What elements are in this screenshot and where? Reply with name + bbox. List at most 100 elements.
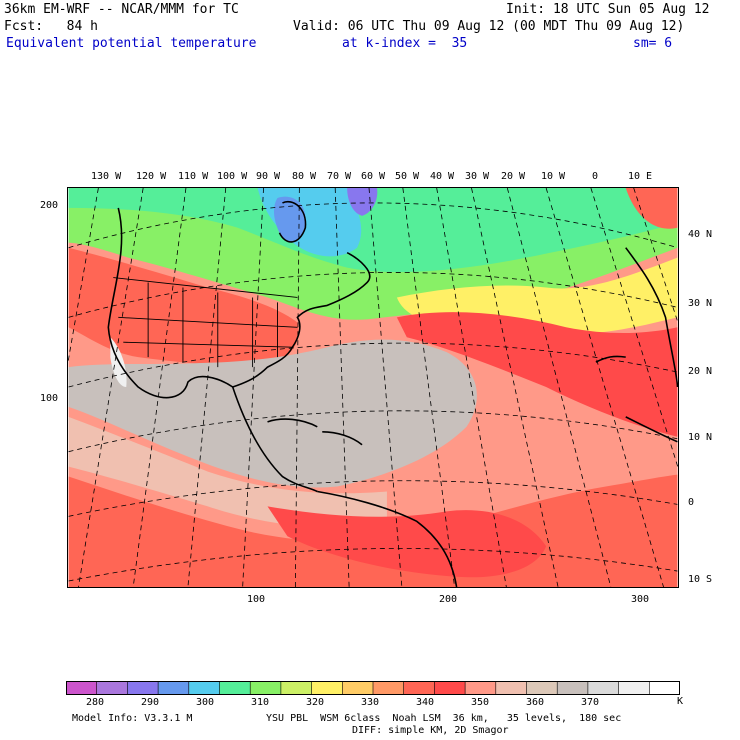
colorbar-cell [403, 681, 436, 695]
colorbar-frame [66, 681, 680, 695]
colorbar-label-300: 300 [196, 697, 215, 708]
init-time: Init: 18 UTC Sun 05 Aug 12 [506, 2, 710, 17]
field-us-warm [68, 247, 299, 366]
colorbar-cells [66, 681, 680, 695]
model-info: Model Info: V3.3.1 M [72, 713, 193, 724]
boundary-us-canada [113, 277, 298, 298]
graticule-lon-60w [368, 188, 403, 587]
graticule-lon-40w [436, 188, 507, 587]
colorbar-cell [127, 681, 159, 695]
field-cold-core-2 [347, 188, 378, 216]
lon-label-110w: 110 W [178, 171, 209, 182]
lon-label-80w: 80 W [292, 171, 317, 182]
colorbar-cell [219, 681, 252, 695]
coastline-caribbean-islands [267, 418, 363, 446]
colorbar-cell [587, 681, 620, 695]
colorbar-cell [66, 681, 98, 695]
field-europe-warm [625, 188, 678, 229]
colorbar-label-360: 360 [526, 697, 545, 708]
grid-y-label-200: 200 [40, 200, 59, 211]
graticule-lon-110w [132, 188, 187, 587]
graticule-lat-20n [68, 342, 678, 388]
field-name: Equivalent potential temperature [6, 36, 257, 51]
colorbar-cell [280, 681, 313, 695]
model-title: 36km EM-WRF -- NCAR/MMM for TC [4, 2, 239, 17]
graticule-lon-120w [78, 188, 144, 587]
field-pacific-band [68, 416, 387, 529]
graticule-lon-130w [68, 188, 99, 365]
grid-x-label-300: 300 [631, 594, 650, 605]
colorbar-cell [341, 681, 374, 695]
colorbar-label-310: 310 [251, 697, 270, 708]
political-boundaries [113, 277, 298, 368]
grid-x-label-100: 100 [247, 594, 266, 605]
lon-label-20w: 20 W [501, 171, 526, 182]
lon-label-0: 0 [592, 171, 599, 182]
coastline-north-america [107, 207, 371, 399]
coastline-canary-islands [595, 355, 626, 363]
colorbar-cell [96, 681, 129, 695]
lon-label-30w: 30 W [465, 171, 490, 182]
graticule-lon-50w [402, 188, 455, 587]
lon-label-60w: 60 W [361, 171, 386, 182]
grid-x-label-200: 200 [439, 594, 458, 605]
coastline-africa-europe [625, 247, 678, 388]
diffusion-info: DIFF: simple KM, 2D Smagor [352, 725, 509, 736]
coastline-central-america [231, 386, 318, 493]
lon-label-100w: 100 W [217, 171, 248, 182]
lat-label-30n: 30 N [688, 298, 713, 309]
field-south-america-warm [267, 506, 547, 578]
lon-label-70w: 70 W [327, 171, 352, 182]
coastlines [107, 200, 678, 587]
colorbar-label-350: 350 [471, 697, 490, 708]
graticule-lat-0 [68, 480, 678, 517]
graticule-lon-80w [294, 188, 300, 587]
coastline-hudson-bay [278, 200, 307, 243]
colorbar-unit: K [677, 696, 684, 707]
colorbar-cell [618, 681, 651, 695]
colorbar-label-290: 290 [141, 697, 160, 708]
graticule-lat-40n [68, 202, 678, 249]
boundary-us-states-ew [118, 316, 298, 348]
colorbar-cell [434, 681, 466, 695]
graticule-lon-90w [242, 188, 264, 587]
graticule [68, 188, 678, 587]
colorbar-cell [648, 681, 680, 695]
colorbar-cell [556, 681, 589, 695]
smoothing-label: sm= 6 [633, 36, 673, 51]
colorbar-cell [157, 681, 190, 695]
graticule-lon-20w [506, 188, 612, 587]
coastline-south-america [317, 490, 458, 587]
coastline-west-africa [625, 416, 678, 443]
lat-label-0: 0 [688, 497, 695, 508]
colorbar-label-330: 330 [361, 697, 380, 708]
colorbar-label-370: 370 [581, 697, 600, 708]
physics-info: YSU PBL WSM 6class Noah LSM 36 km, 35 le… [266, 713, 622, 724]
colorbar-cell [372, 681, 405, 695]
forecast-hour: Fcst: 84 h [4, 19, 98, 34]
lat-label-10n: 10 N [688, 432, 713, 443]
colorbar-label-320: 320 [306, 697, 325, 708]
graticule-lon-0 [590, 188, 678, 469]
lon-label-90w: 90 W [256, 171, 281, 182]
lon-label-10w: 10 W [541, 171, 566, 182]
theta-e-map [67, 187, 679, 588]
graticule-lon-10w [545, 188, 664, 587]
lon-label-10e: 10 E [628, 171, 653, 182]
colorbar-label-280: 280 [86, 697, 105, 708]
lon-label-40w: 40 W [430, 171, 455, 182]
colorbar-cell [249, 681, 282, 695]
lon-label-50w: 50 W [395, 171, 420, 182]
colorbar-cell [311, 681, 344, 695]
graticule-lat-30n [68, 272, 678, 318]
colorbar-cell [495, 681, 528, 695]
field-atlantic-warm [396, 312, 678, 437]
colorbar [66, 681, 680, 695]
field-gulf-moist [68, 339, 477, 488]
boundary-us-states-ns [147, 282, 278, 368]
lat-label-40n: 40 N [688, 229, 713, 240]
level-label: at k-index = 35 [342, 36, 468, 51]
colorbar-cell [526, 681, 559, 695]
grid-y-label-100: 100 [40, 393, 59, 404]
graticule-lon-70w [334, 188, 350, 587]
